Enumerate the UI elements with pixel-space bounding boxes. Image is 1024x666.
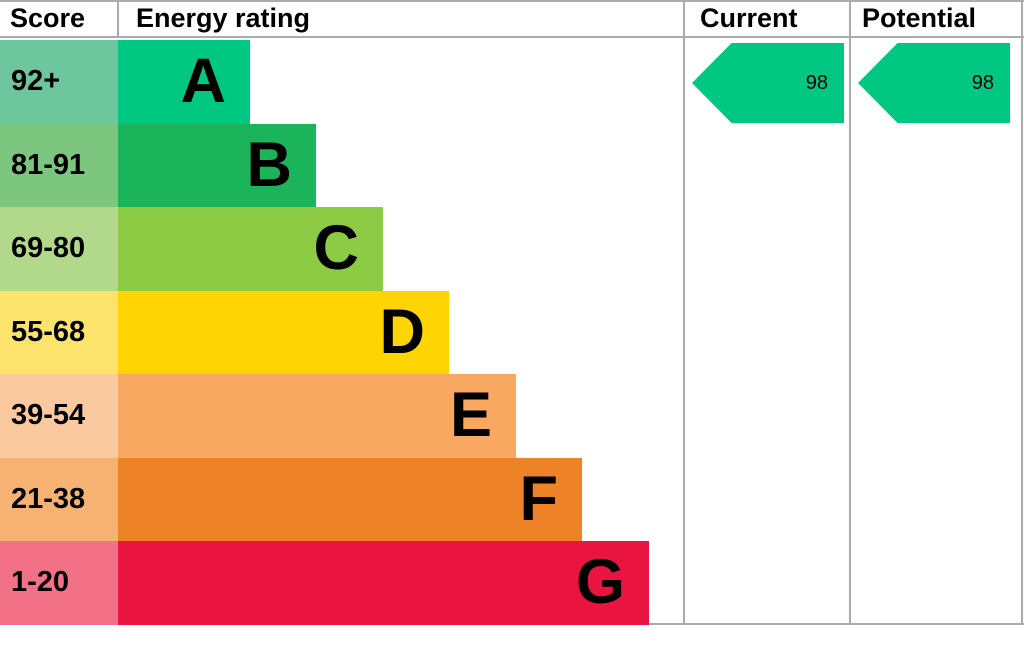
score-range-f: 21-38 [0,457,118,541]
score-column-divider [117,0,119,37]
band-row-d: 55-68 D [0,290,683,374]
score-range-e: 39-54 [0,374,118,458]
rating-bar-d: D [118,290,449,374]
band-row-f: 21-38 F [0,457,683,541]
score-range-g: 1-20 [0,541,118,625]
band-row-b: 81-91 B [0,123,683,207]
potential-column-header: Potential [862,3,977,33]
score-range-a: 92+ [0,40,118,124]
rating-bar-e: E [118,374,516,458]
energy-rating-bands: 92+ A 81-91 B 69-80 C 55-68 D 39-54 E 21-38 F 1-20 G [0,40,683,625]
rating-bar-g: G [118,541,649,625]
score-range-b: 81-91 [0,123,118,207]
current-column-header: Current [700,3,798,33]
current-rating-value: 98 [805,71,828,94]
potential-rating-arrow: 98 [858,43,1010,123]
header-divider-line [0,36,1024,38]
current-rating-arrow: 98 [692,43,844,123]
band-row-a: 92+ A [0,40,683,124]
potential-column-divider [849,0,851,625]
score-range-c: 69-80 [0,207,118,291]
current-column-divider [683,0,685,625]
band-row-c: 69-80 C [0,207,683,291]
energy-rating-column-header: Energy rating [136,3,311,33]
band-row-e: 39-54 E [0,374,683,458]
rating-bar-b: B [118,123,316,207]
potential-rating-column: 98 [849,0,1021,625]
rating-bar-c: C [118,207,383,291]
score-range-d: 55-68 [0,290,118,374]
score-column-header: Score [10,3,86,33]
current-rating-column: 98 [683,0,849,625]
right-border-line [1021,0,1023,625]
rating-bar-f: F [118,457,582,541]
top-border-line [0,0,1024,2]
rating-bar-a: A [118,40,250,124]
band-row-g: 1-20 G [0,541,683,625]
potential-rating-value: 98 [971,71,994,94]
